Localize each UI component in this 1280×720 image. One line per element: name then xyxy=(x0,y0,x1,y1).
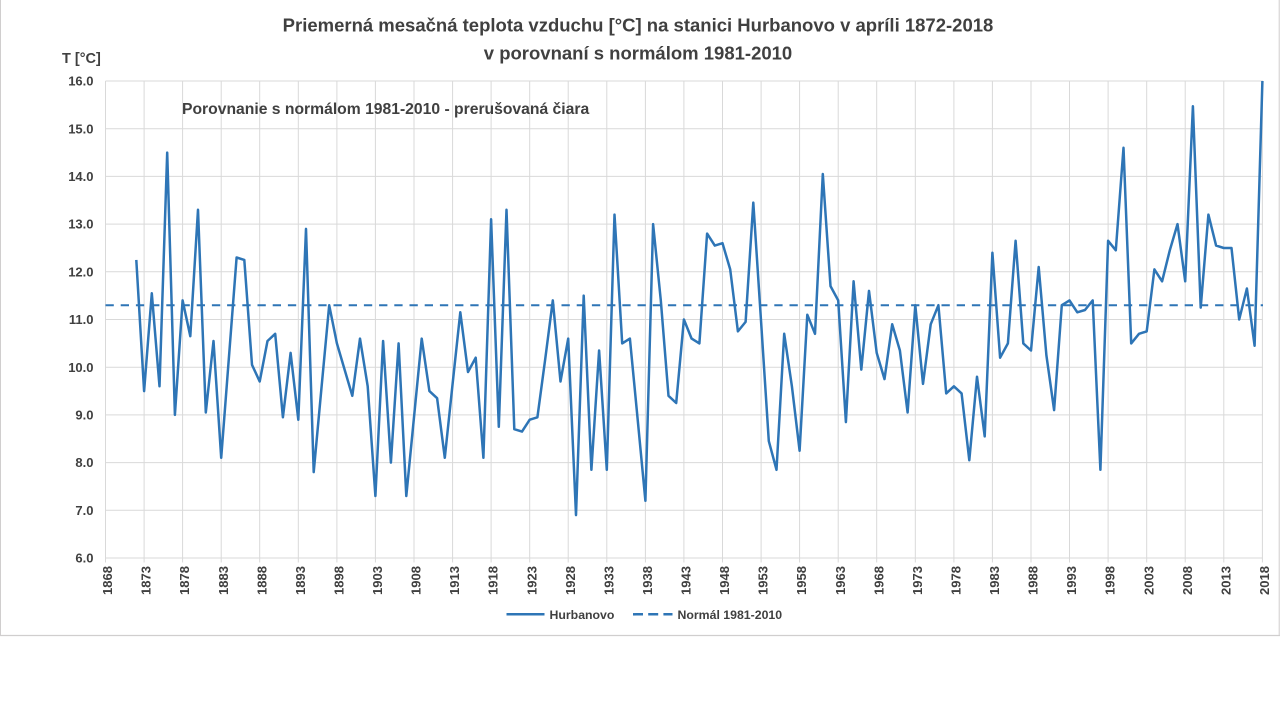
svg-text:2013: 2013 xyxy=(1218,566,1233,595)
svg-text:2018: 2018 xyxy=(1257,566,1272,595)
svg-text:16.0: 16.0 xyxy=(68,74,93,89)
svg-text:1908: 1908 xyxy=(409,566,424,595)
svg-text:2008: 2008 xyxy=(1180,566,1195,595)
svg-text:1893: 1893 xyxy=(293,566,308,595)
svg-text:Normál 1981-2010: Normál 1981-2010 xyxy=(678,608,783,622)
svg-text:1888: 1888 xyxy=(254,566,269,595)
svg-text:6.0: 6.0 xyxy=(75,551,93,566)
svg-text:1868: 1868 xyxy=(100,566,115,595)
svg-text:1993: 1993 xyxy=(1064,566,1079,595)
svg-text:1933: 1933 xyxy=(601,566,616,595)
svg-text:1998: 1998 xyxy=(1103,566,1118,595)
svg-text:1988: 1988 xyxy=(1026,566,1041,595)
svg-text:1873: 1873 xyxy=(139,566,154,595)
svg-text:T [°C]: T [°C] xyxy=(62,51,101,67)
svg-text:1913: 1913 xyxy=(447,566,462,595)
svg-text:1883: 1883 xyxy=(216,566,231,595)
svg-text:1918: 1918 xyxy=(486,566,501,595)
svg-text:1978: 1978 xyxy=(949,566,964,595)
svg-text:7.0: 7.0 xyxy=(75,503,93,518)
svg-text:1963: 1963 xyxy=(833,566,848,595)
svg-text:1938: 1938 xyxy=(640,566,655,595)
svg-text:2003: 2003 xyxy=(1141,566,1156,595)
svg-text:11.0: 11.0 xyxy=(69,312,94,327)
svg-text:1968: 1968 xyxy=(871,566,886,595)
svg-text:Priemerná mesačná teplota vzdu: Priemerná mesačná teplota vzduchu [°C] n… xyxy=(283,14,994,35)
svg-text:1953: 1953 xyxy=(756,566,771,595)
svg-text:Porovnanie s normálom 1981-201: Porovnanie s normálom 1981-2010 - preruš… xyxy=(182,101,589,118)
svg-text:15.0: 15.0 xyxy=(68,121,93,136)
svg-text:12.0: 12.0 xyxy=(68,264,93,279)
svg-text:Hurbanovo: Hurbanovo xyxy=(550,608,615,622)
svg-text:1943: 1943 xyxy=(679,566,694,595)
svg-text:1903: 1903 xyxy=(370,566,385,595)
svg-text:8.0: 8.0 xyxy=(75,455,93,470)
svg-text:1923: 1923 xyxy=(524,566,539,595)
svg-text:1983: 1983 xyxy=(987,566,1002,595)
svg-text:1898: 1898 xyxy=(332,566,347,595)
svg-text:1928: 1928 xyxy=(563,566,578,595)
svg-text:v porovnaní s normálom 1981-20: v porovnaní s normálom 1981-2010 xyxy=(484,42,792,63)
svg-text:1948: 1948 xyxy=(717,566,732,595)
svg-text:13.0: 13.0 xyxy=(68,217,93,232)
svg-text:1973: 1973 xyxy=(910,566,925,595)
svg-text:14.0: 14.0 xyxy=(68,169,93,184)
svg-text:1878: 1878 xyxy=(177,566,192,595)
svg-text:1958: 1958 xyxy=(794,566,809,595)
svg-text:9.0: 9.0 xyxy=(75,408,93,423)
svg-text:10.0: 10.0 xyxy=(68,360,93,375)
